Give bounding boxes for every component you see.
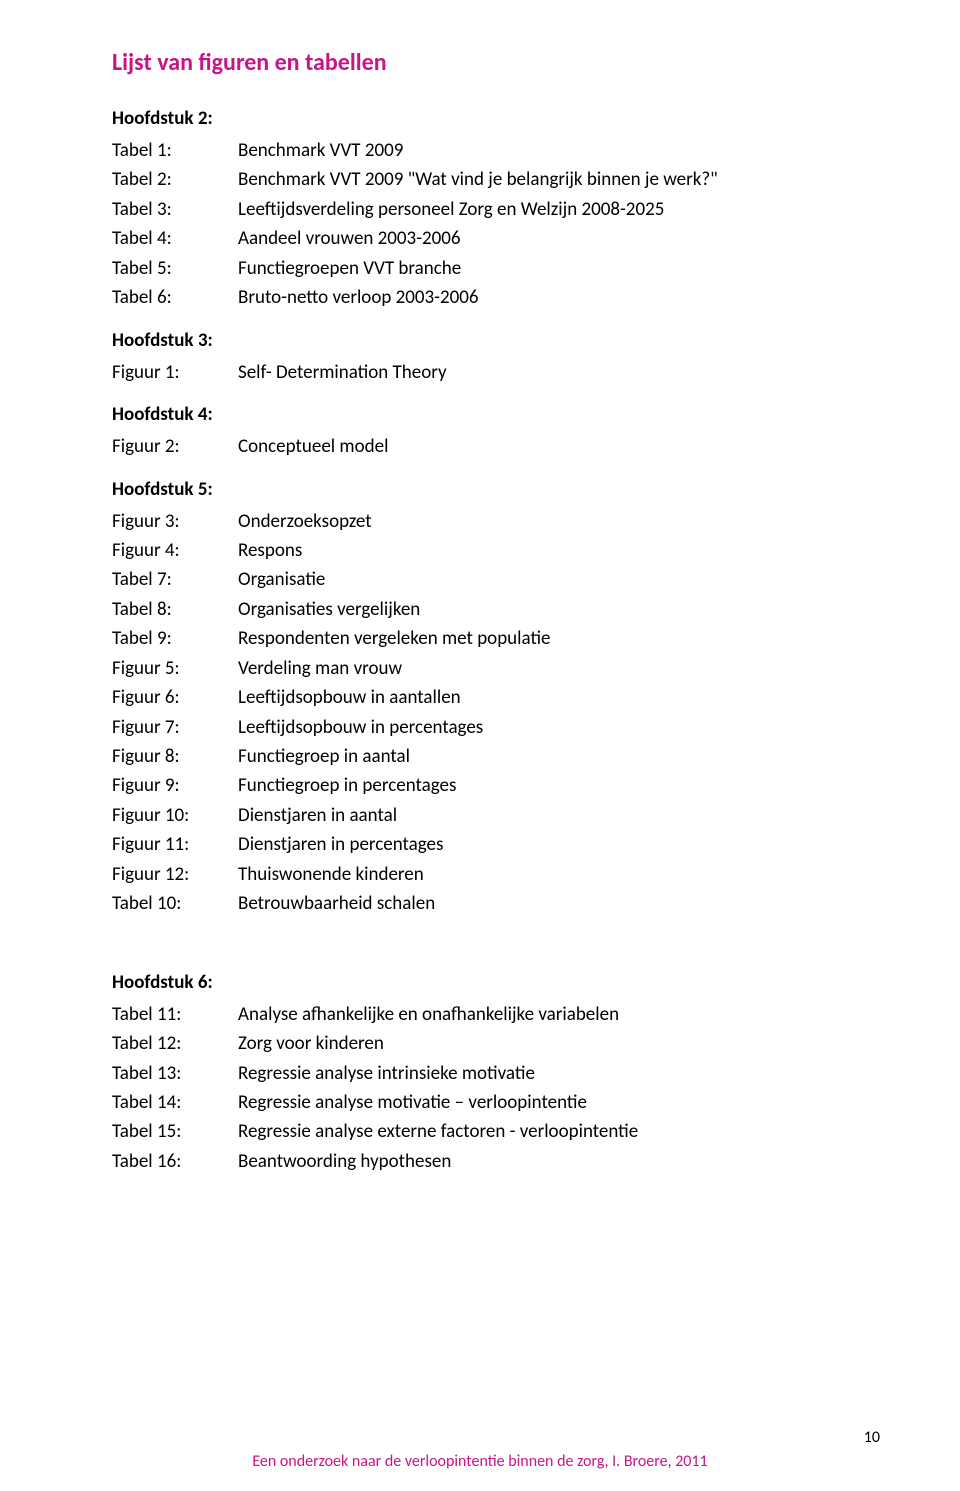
item-label: Figuur 8: [112, 742, 238, 771]
item-label: Tabel 5: [112, 254, 238, 283]
list-item: Tabel 4: Aandeel vrouwen 2003-2006 [112, 224, 880, 253]
list-item: Tabel 9: Respondenten vergeleken met pop… [112, 624, 880, 653]
list-item: Tabel 1: Benchmark VVT 2009 [112, 136, 880, 165]
list-item: Figuur 3: Onderzoeksopzet [112, 507, 880, 536]
item-label: Tabel 2: [112, 165, 238, 194]
item-label: Tabel 10: [112, 889, 238, 918]
list-item: Figuur 2: Conceptueel model [112, 432, 880, 461]
item-label: Figuur 4: [112, 536, 238, 565]
item-desc: Verdeling man vrouw [238, 654, 880, 683]
list-item: Tabel 15: Regressie analyse externe fact… [112, 1117, 880, 1146]
list-item: Figuur 1: Self- Determination Theory [112, 358, 880, 387]
item-label: Figuur 11: [112, 830, 238, 859]
section-heading-h6: Hoofdstuk 6: [112, 971, 880, 994]
section-heading-h4: Hoofdstuk 4: [112, 403, 880, 426]
list-item: Figuur 11: Dienstjaren in percentages [112, 830, 880, 859]
section-heading-h3: Hoofdstuk 3: [112, 329, 880, 352]
list-item: Tabel 13: Regressie analyse intrinsieke … [112, 1059, 880, 1088]
item-label: Tabel 6: [112, 283, 238, 312]
item-label: Tabel 3: [112, 195, 238, 224]
item-label: Tabel 9: [112, 624, 238, 653]
list-item: Tabel 6: Bruto-netto verloop 2003-2006 [112, 283, 880, 312]
item-label: Tabel 13: [112, 1059, 238, 1088]
list-item: Figuur 4: Respons [112, 536, 880, 565]
item-label: Tabel 1: [112, 136, 238, 165]
item-desc: Aandeel vrouwen 2003-2006 [238, 224, 880, 253]
item-desc: Leeftijdsopbouw in percentages [238, 713, 880, 742]
item-label: Tabel 7: [112, 565, 238, 594]
item-desc: Dienstjaren in aantal [238, 801, 880, 830]
item-label: Tabel 11: [112, 1000, 238, 1029]
page-number: 10 [864, 1428, 880, 1447]
item-label: Tabel 14: [112, 1088, 238, 1117]
item-desc: Dienstjaren in percentages [238, 830, 880, 859]
item-desc: Functiegroep in percentages [238, 771, 880, 800]
item-desc: Respons [238, 536, 880, 565]
list-item: Figuur 7: Leeftijdsopbouw in percentages [112, 713, 880, 742]
item-label: Tabel 8: [112, 595, 238, 624]
item-label: Figuur 5: [112, 654, 238, 683]
item-desc: Onderzoeksopzet [238, 507, 880, 536]
list-item: Tabel 8: Organisaties vergelijken [112, 595, 880, 624]
item-label: Figuur 12: [112, 860, 238, 889]
item-label: Figuur 10: [112, 801, 238, 830]
list-item: Tabel 5: Functiegroepen VVT branche [112, 254, 880, 283]
list-item: Tabel 10: Betrouwbaarheid schalen [112, 889, 880, 918]
list-item: Tabel 2: Benchmark VVT 2009 "Wat vind je… [112, 165, 880, 194]
item-label: Tabel 15: [112, 1117, 238, 1146]
section-heading-h5: Hoofdstuk 5: [112, 478, 880, 501]
list-item: Tabel 3: Leeftijdsverdeling personeel Zo… [112, 195, 880, 224]
item-desc: Functiegroep in aantal [238, 742, 880, 771]
item-label: Figuur 6: [112, 683, 238, 712]
item-label: Figuur 1: [112, 358, 238, 387]
item-label: Tabel 16: [112, 1147, 238, 1176]
item-desc: Bruto-netto verloop 2003-2006 [238, 283, 880, 312]
item-desc: Regressie analyse externe factoren - ver… [238, 1117, 880, 1146]
item-label: Tabel 4: [112, 224, 238, 253]
list-item: Figuur 10: Dienstjaren in aantal [112, 801, 880, 830]
page-title: Lijst van figuren en tabellen [112, 48, 880, 77]
item-desc: Respondenten vergeleken met populatie [238, 624, 880, 653]
item-desc: Benchmark VVT 2009 [238, 136, 880, 165]
item-desc: Leeftijdsopbouw in aantallen [238, 683, 880, 712]
item-desc: Zorg voor kinderen [238, 1029, 880, 1058]
footer-text: Een onderzoek naar de verloopintentie bi… [0, 1452, 960, 1471]
item-desc: Betrouwbaarheid schalen [238, 889, 880, 918]
list-item: Tabel 16: Beantwoording hypothesen [112, 1147, 880, 1176]
item-desc: Regressie analyse intrinsieke motivatie [238, 1059, 880, 1088]
item-desc: Benchmark VVT 2009 "Wat vind je belangri… [238, 165, 880, 194]
list-item: Figuur 5: Verdeling man vrouw [112, 654, 880, 683]
section-heading-h2: Hoofdstuk 2: [112, 107, 880, 130]
item-desc: Organisaties vergelijken [238, 595, 880, 624]
list-item: Figuur 6: Leeftijdsopbouw in aantallen [112, 683, 880, 712]
list-item: Tabel 7: Organisatie [112, 565, 880, 594]
document-page: Lijst van figuren en tabellen Hoofdstuk … [0, 0, 960, 1491]
item-desc: Self- Determination Theory [238, 358, 880, 387]
list-item: Tabel 11: Analyse afhankelijke en onafha… [112, 1000, 880, 1029]
list-item: Figuur 12: Thuiswonende kinderen [112, 860, 880, 889]
item-desc: Regressie analyse motivatie – verloopint… [238, 1088, 880, 1117]
spacer [112, 919, 880, 955]
item-desc: Conceptueel model [238, 432, 880, 461]
item-desc: Organisatie [238, 565, 880, 594]
item-desc: Thuiswonende kinderen [238, 860, 880, 889]
list-item: Figuur 9: Functiegroep in percentages [112, 771, 880, 800]
list-item: Tabel 12: Zorg voor kinderen [112, 1029, 880, 1058]
item-label: Figuur 9: [112, 771, 238, 800]
item-desc: Functiegroepen VVT branche [238, 254, 880, 283]
item-desc: Beantwoording hypothesen [238, 1147, 880, 1176]
item-label: Figuur 2: [112, 432, 238, 461]
item-desc: Analyse afhankelijke en onafhankelijke v… [238, 1000, 880, 1029]
item-label: Figuur 7: [112, 713, 238, 742]
item-label: Tabel 12: [112, 1029, 238, 1058]
item-label: Figuur 3: [112, 507, 238, 536]
item-desc: Leeftijdsverdeling personeel Zorg en Wel… [238, 195, 880, 224]
list-item: Figuur 8: Functiegroep in aantal [112, 742, 880, 771]
list-item: Tabel 14: Regressie analyse motivatie – … [112, 1088, 880, 1117]
